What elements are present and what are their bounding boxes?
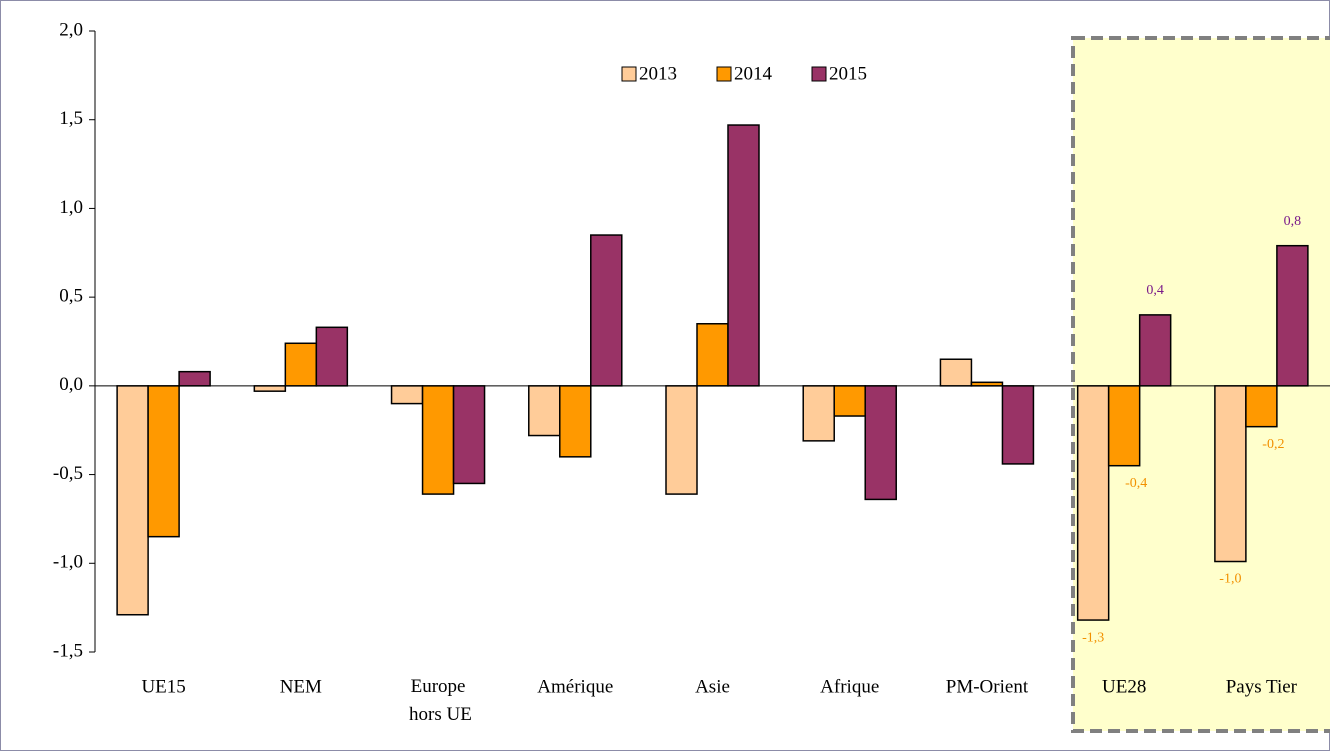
data-label: 0,4 <box>1146 283 1164 298</box>
bar <box>727 124 760 387</box>
bar <box>665 385 698 495</box>
bar <box>864 385 897 501</box>
bar <box>559 385 592 458</box>
bar <box>421 385 455 495</box>
x-tick-label: Afrique <box>820 676 879 697</box>
bar <box>1107 385 1141 467</box>
x-tick-label: Europe hors UE <box>404 676 472 725</box>
bar <box>833 385 866 417</box>
y-tick-label: -1,0 <box>53 552 83 573</box>
bar <box>696 323 729 387</box>
y-tick-label: 0,0 <box>59 374 83 395</box>
x-tick-label: Pays Tier <box>1226 676 1298 697</box>
bar <box>178 370 211 387</box>
bar <box>390 385 424 405</box>
y-tick-label: -1,5 <box>53 640 83 661</box>
bar <box>1001 385 1035 465</box>
y-tick-label: 1,0 <box>59 197 83 218</box>
legend-label: 2014 <box>734 63 773 84</box>
legend-swatch <box>716 66 732 82</box>
data-label: -0,2 <box>1262 437 1284 452</box>
bar <box>939 358 973 387</box>
bar <box>284 342 318 387</box>
bar <box>1076 385 1110 621</box>
bar <box>1276 244 1309 387</box>
x-tick-label: NEM <box>280 676 322 697</box>
data-label: -1,3 <box>1082 630 1104 645</box>
bar <box>253 385 287 392</box>
x-tick-label: Amérique <box>537 676 613 697</box>
y-tick-label: 2,0 <box>59 19 83 40</box>
bar <box>590 234 623 387</box>
bar <box>147 385 180 538</box>
bar <box>315 326 349 387</box>
legend-label: 2013 <box>639 63 677 84</box>
bar <box>802 385 835 442</box>
bar <box>970 381 1004 387</box>
legend-swatch <box>621 66 637 82</box>
bar <box>452 385 486 485</box>
bar <box>528 385 561 437</box>
x-tick-label: PM-Orient <box>946 676 1029 697</box>
data-label: -0,4 <box>1125 476 1147 491</box>
legend-label: 2015 <box>829 63 867 84</box>
bar <box>1214 385 1247 563</box>
x-tick-label: Asie <box>695 676 730 697</box>
data-label: -1,0 <box>1219 572 1241 587</box>
bar <box>1138 314 1172 387</box>
y-tick-label: -0,5 <box>53 463 83 484</box>
bar <box>1245 385 1278 428</box>
y-tick-label: 1,5 <box>59 108 83 129</box>
y-tick-label: 0,5 <box>59 286 83 307</box>
data-label: 0,8 <box>1284 214 1302 229</box>
x-tick-label: UE15 <box>141 676 185 697</box>
x-tick-label: UE28 <box>1102 676 1146 697</box>
bar <box>116 385 149 616</box>
legend-swatch <box>811 66 827 82</box>
